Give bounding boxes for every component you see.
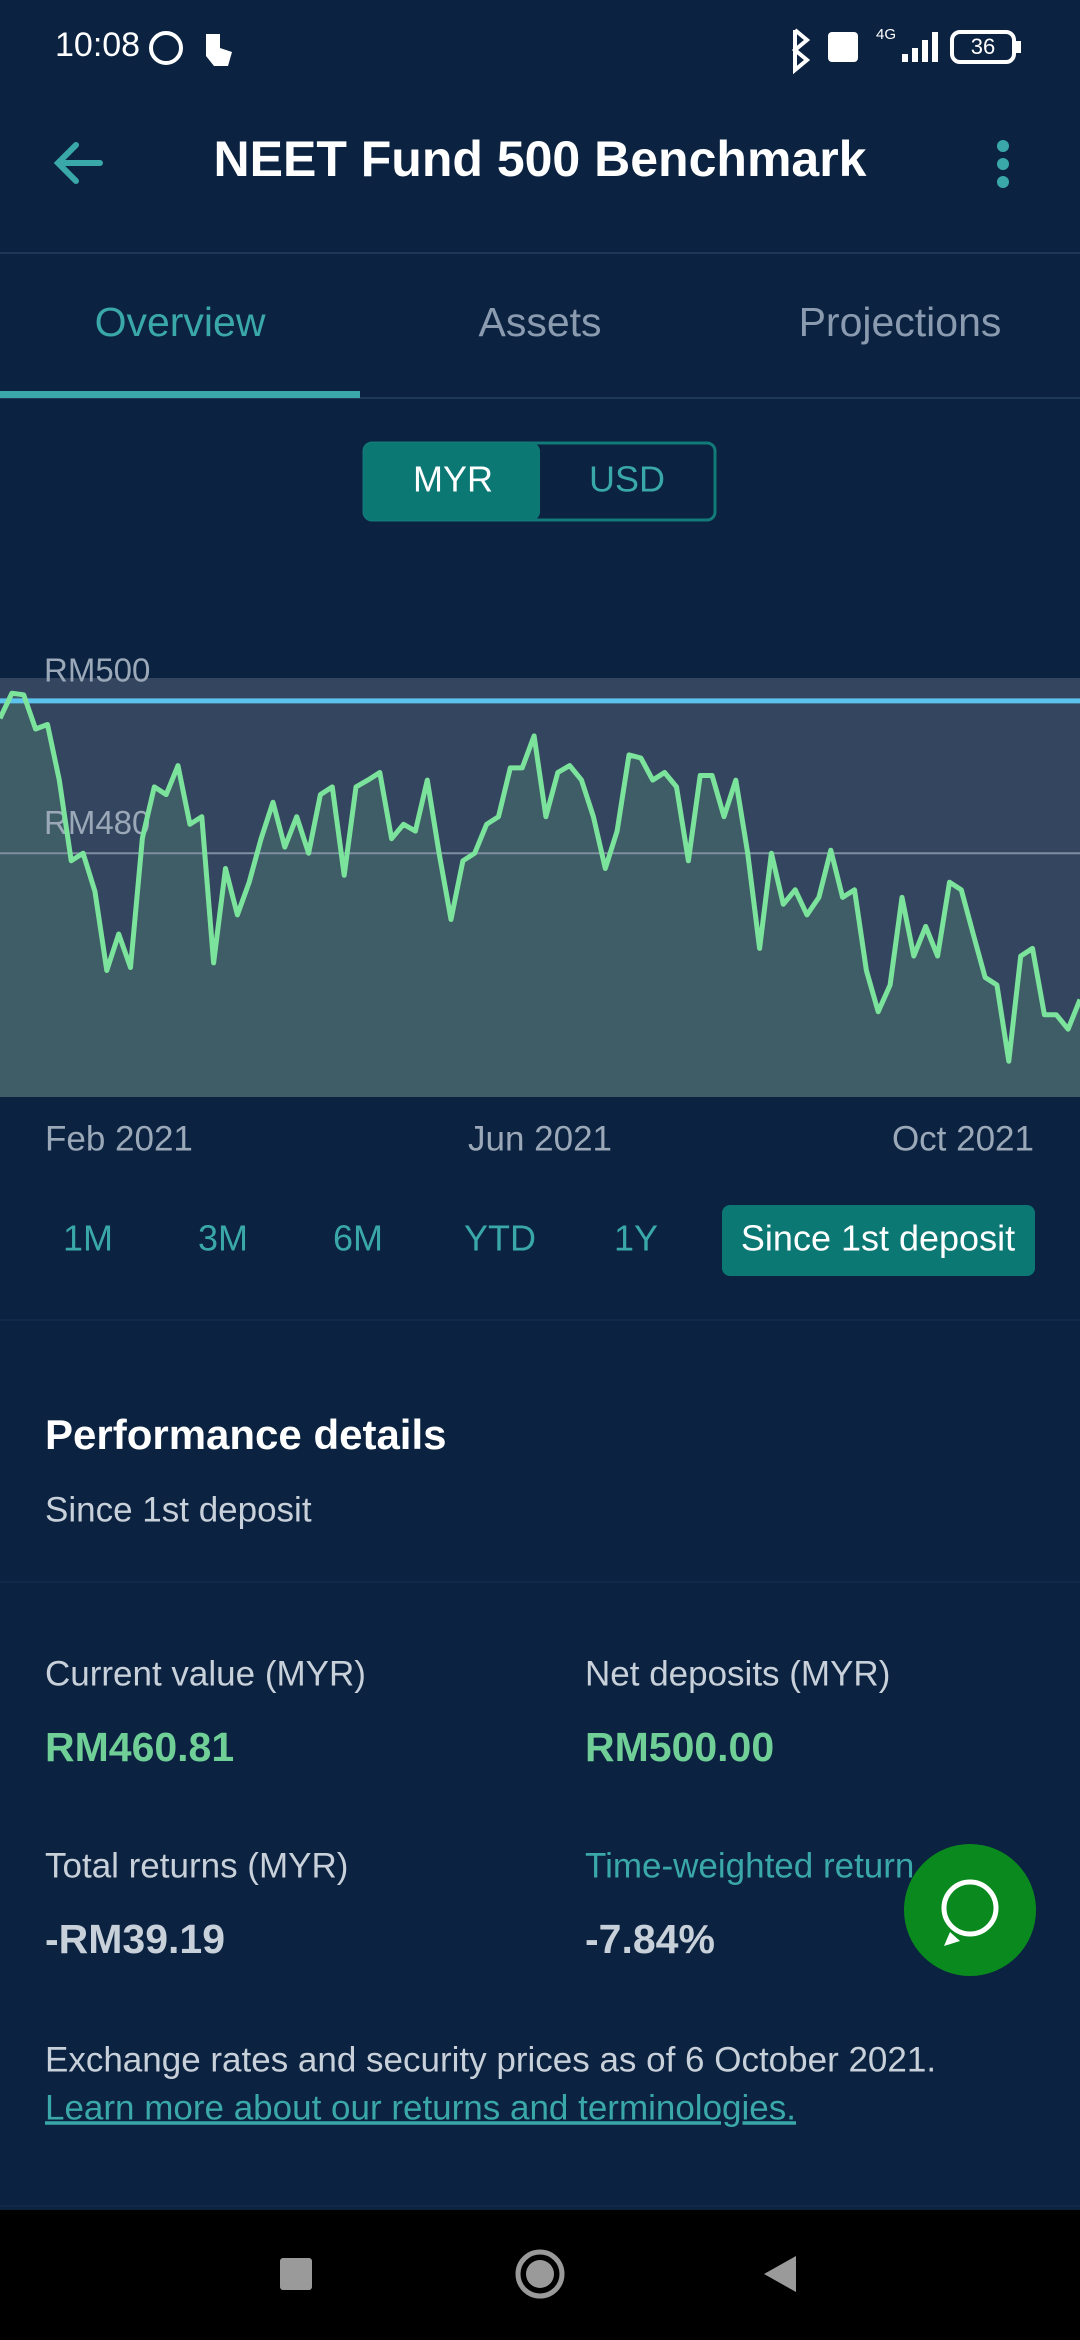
metric-value: RM460.81: [45, 1724, 234, 1770]
whatsapp-icon: [941, 1879, 999, 1937]
home-button[interactable]: [515, 2249, 565, 2299]
tab[interactable]: Projections: [799, 299, 1002, 345]
metric-label[interactable]: Time-weighted return: [585, 1846, 914, 1885]
range-active: [722, 1205, 1035, 1276]
range-button[interactable]: 1Y: [614, 1218, 658, 1259]
x-tick-label: Oct 2021: [892, 1119, 1034, 1158]
home-button-dot: [526, 2260, 554, 2288]
area-fill: [0, 693, 1080, 1097]
metric-value: -RM39.19: [45, 1916, 225, 1962]
network-type: 4G: [876, 26, 896, 43]
metric-value: -7.84%: [585, 1916, 715, 1962]
battery-icon: [950, 30, 1016, 64]
bluetooth-icon: [791, 28, 811, 75]
alarm-icon: [149, 31, 183, 65]
y-tick-label: RM500: [44, 652, 150, 689]
recents-button[interactable]: [280, 2258, 312, 2290]
footnote: Exchange rates and security prices as of…: [45, 2040, 936, 2079]
section-subtitle: Since 1st deposit: [45, 1490, 312, 1529]
range-button[interactable]: 1M: [63, 1218, 113, 1259]
volte-icon: [828, 32, 858, 62]
page-title: NEET Fund 500 Benchmark: [214, 131, 867, 187]
whatsapp-icon-tail: [944, 1932, 960, 1946]
whatsapp-button[interactable]: [904, 1844, 1036, 1976]
y-tick-label: RM480: [44, 804, 150, 841]
section-title: Performance details: [45, 1411, 447, 1458]
x-tick-label: Jun 2021: [468, 1119, 612, 1158]
range-button[interactable]: 3M: [198, 1218, 248, 1259]
back-button[interactable]: [53, 142, 103, 184]
metric-value: RM500.00: [585, 1724, 774, 1770]
toggle-active: [364, 443, 540, 520]
menu-button[interactable]: [997, 140, 1009, 188]
range-button[interactable]: Since 1st deposit: [741, 1218, 1015, 1259]
terms-link[interactable]: Learn more about our returns and termino…: [45, 2088, 796, 2127]
range-button[interactable]: YTD: [464, 1218, 536, 1259]
currency-option[interactable]: USD: [589, 459, 665, 500]
battery-level: 36: [971, 34, 995, 59]
tab-indicator: [0, 391, 360, 398]
back-nav-button[interactable]: [764, 2256, 796, 2292]
gesture-icon: [206, 34, 232, 66]
metric-label: Current value (MYR): [45, 1654, 366, 1693]
price-line: [0, 690, 1080, 1064]
status-time: 10:08: [55, 26, 140, 64]
metric-label: Net deposits (MYR): [585, 1654, 890, 1693]
x-tick-label: Feb 2021: [45, 1119, 193, 1158]
battery-tip: [1016, 41, 1021, 53]
tab[interactable]: Assets: [478, 299, 601, 345]
signal-icon: [902, 32, 938, 62]
currency-option[interactable]: MYR: [413, 459, 493, 500]
metric-label: Total returns (MYR): [45, 1846, 348, 1885]
tab[interactable]: Overview: [95, 299, 266, 345]
range-button[interactable]: 6M: [333, 1218, 383, 1259]
